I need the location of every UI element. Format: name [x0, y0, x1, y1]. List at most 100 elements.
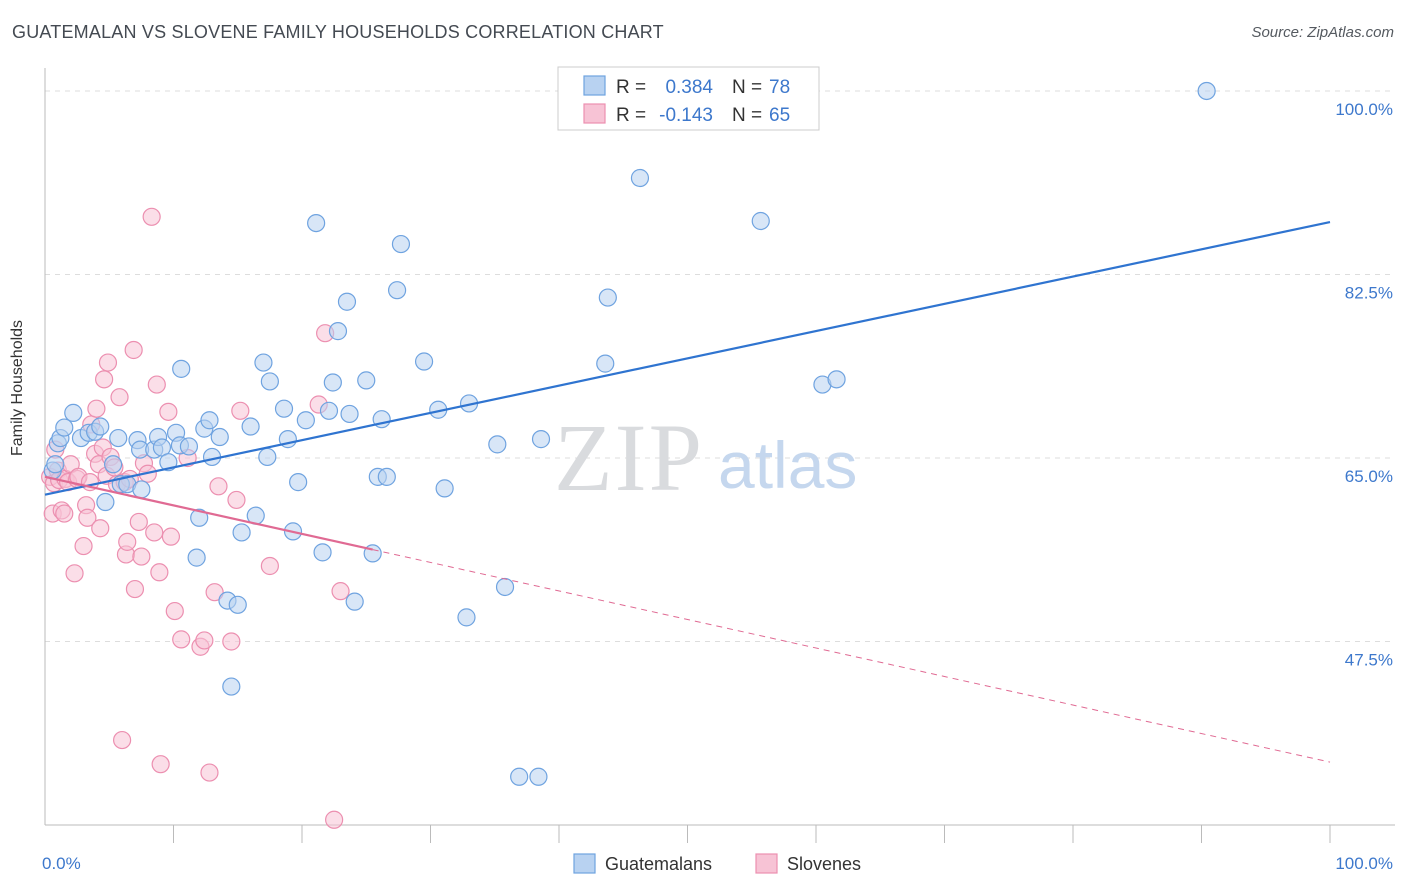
slovene-point	[147, 375, 166, 394]
slovene-point	[331, 582, 350, 601]
slovene-point	[209, 477, 228, 496]
slovene-point	[142, 207, 161, 226]
guatemalan-point	[241, 417, 260, 436]
guatemalan-point	[222, 677, 241, 696]
slovene-point	[132, 547, 151, 566]
guatemalan-point	[827, 370, 846, 389]
y-tick-label: 82.5%	[1345, 283, 1393, 302]
slovene-point	[165, 601, 184, 621]
trend-lines	[44, 220, 1331, 763]
guatemalan-point	[529, 767, 548, 786]
guatemalan-point	[751, 211, 770, 231]
legend-swatch-slovenes	[583, 103, 606, 124]
guatemalan-point	[46, 455, 65, 474]
guatemalan-point	[488, 435, 507, 454]
slovene-point	[227, 490, 246, 510]
legend: R = 0.384 N = 78 R = -0.143 N = 65	[557, 66, 820, 131]
guatemalan-point	[596, 354, 615, 373]
guatemalan-point	[187, 548, 206, 567]
slovene-point	[78, 508, 97, 527]
slovene-point	[95, 370, 114, 389]
guatemalan-point	[307, 213, 326, 233]
guatemalan-point	[132, 480, 151, 499]
slovene-point	[159, 402, 178, 421]
guatemalan-trend-line	[44, 220, 1331, 496]
chart-title: GUATEMALAN VS SLOVENE FAMILY HOUSEHOLDS …	[12, 22, 664, 42]
slovene-point	[91, 519, 110, 538]
guatemalan-point	[104, 455, 123, 474]
guatemalan-point	[1197, 81, 1216, 101]
guatemalan-point	[260, 372, 279, 391]
guatemalan-point	[254, 353, 273, 372]
slovene-point	[112, 730, 132, 750]
guatemalan-point	[337, 292, 357, 311]
watermark: ZIP atlas	[554, 404, 857, 511]
guatemalan-point	[345, 592, 364, 611]
guatemalan-point	[630, 168, 650, 188]
guatemalan-point	[319, 401, 339, 420]
slovene-point	[151, 755, 170, 774]
bottom-legend-swatch-slovenes	[755, 853, 778, 874]
slovene-point	[74, 536, 93, 556]
axes	[44, 68, 1395, 843]
guatemalan-point	[313, 543, 332, 562]
y-tick-label: 100.0%	[1335, 100, 1393, 119]
slovene-point	[145, 523, 164, 542]
slovene-point	[124, 340, 143, 360]
legend-r-value: -0.143	[659, 105, 713, 126]
guatemalan-point	[190, 508, 209, 527]
guatemalan-point	[414, 352, 434, 371]
bottom-legend-swatch-guatemalans	[573, 853, 596, 874]
guatemalan-point	[323, 373, 342, 392]
grid-lines	[45, 90, 1395, 642]
guatemalan-point	[274, 399, 294, 418]
tick-labels: 47.5% 65.0% 82.5% 100.0% 0.0% 100.0%	[42, 100, 1393, 873]
guatemalan-point	[387, 281, 407, 300]
guatemalan-point	[210, 427, 229, 447]
slovene-point	[118, 532, 137, 551]
watermark-atlas: atlas	[718, 428, 857, 502]
slovene-point	[231, 401, 250, 420]
guatemalan-point	[96, 492, 115, 512]
slovene-point	[98, 353, 118, 372]
slovene-point	[205, 583, 224, 602]
watermark-zip: ZIP	[554, 404, 704, 511]
bottom-legend-label-slovenes: Slovenes	[787, 854, 861, 874]
guatemalan-point	[232, 523, 251, 542]
guatemalan-point	[228, 595, 247, 614]
guatemalan-point	[64, 403, 83, 422]
guatemalan-point	[289, 473, 308, 492]
legend-n-label: N =	[732, 105, 762, 126]
slovene-point	[125, 579, 145, 599]
guatemalan-point	[391, 234, 411, 254]
slovene-point	[110, 388, 129, 407]
slovene-point	[325, 810, 344, 829]
guatemalan-point	[340, 404, 359, 424]
guatemalan-point	[159, 453, 178, 472]
guatemalan-point	[55, 418, 74, 437]
x-tick-label: 0.0%	[42, 854, 81, 873]
guatemalan-point	[296, 411, 315, 430]
slovene-trend-line-extension	[372, 549, 1331, 763]
bottom-legend-label-guatemalans: Guatemalans	[605, 854, 712, 874]
legend-n-value: 78	[769, 77, 790, 98]
legend-swatch-guatemalans	[583, 75, 606, 96]
legend-n-value: 65	[769, 105, 790, 126]
legend-n-label: N =	[732, 77, 762, 98]
source-label: Source: ZipAtlas.com	[1251, 24, 1394, 41]
slovene-point	[55, 504, 74, 523]
x-tick-label: 100.0%	[1335, 854, 1393, 873]
guatemalan-point	[172, 359, 191, 378]
y-tick-label: 47.5%	[1345, 650, 1393, 669]
slovene-point	[161, 527, 181, 546]
bottom-legend: Guatemalans Slovenes	[573, 853, 861, 874]
slovene-point	[150, 563, 169, 582]
guatemalan-point	[495, 577, 515, 597]
slovene-point	[195, 631, 214, 650]
slovene-trend-line	[44, 475, 373, 551]
legend-r-label: R =	[616, 77, 646, 98]
y-tick-label: 65.0%	[1345, 467, 1393, 486]
guatemalan-point	[357, 371, 376, 390]
guatemalan-point	[510, 767, 529, 786]
